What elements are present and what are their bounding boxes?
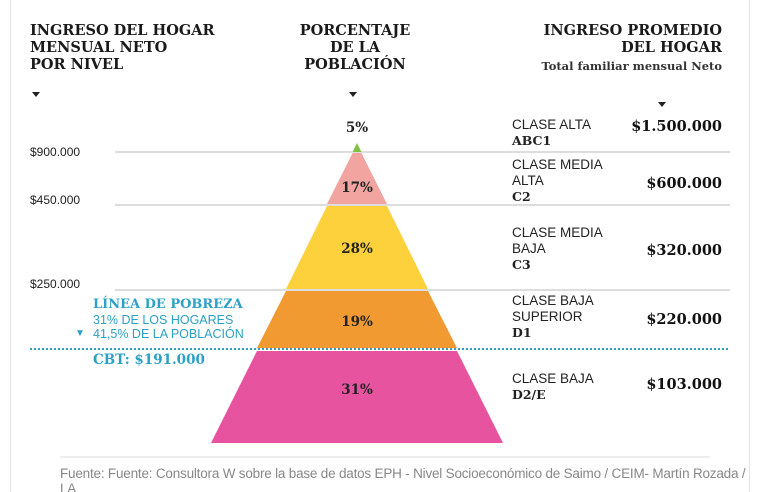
threshold-label: $250.000 (30, 277, 81, 291)
header-left: INGRESO DEL HOGAR MENSUAL NETO POR NIVEL (30, 22, 215, 73)
header-line: INGRESO DEL HOGAR (30, 22, 215, 39)
class-name: CLASE MEDIA (512, 157, 603, 172)
income-value: $600.000 (646, 175, 722, 192)
class-code: C2 (512, 189, 531, 204)
pct-label: 5% (345, 120, 369, 136)
header-subtitle: Total familiar mensual Neto (541, 59, 722, 73)
pyramid-level-d1 (257, 291, 457, 348)
header-line: INGRESO PROMEDIO (543, 22, 722, 39)
class-name: ALTA (512, 173, 544, 188)
class-name: CLASE BAJA (512, 293, 594, 308)
pct-label: 28% (341, 241, 373, 257)
header-line: POR NIVEL (30, 56, 124, 73)
class-code: ABC1 (512, 133, 552, 148)
class-label: CLASE BAJA SUPERIOR D1 (512, 293, 594, 341)
arrow-down-icon: ▼ (75, 328, 85, 339)
class-name: CLASE BAJA (512, 371, 594, 386)
header-center: PORCENTAJE DE LA POBLACIÓN (280, 22, 430, 73)
class-name: CLASE ALTA (512, 117, 592, 132)
pyramid-level-abc1 (352, 143, 362, 152)
poverty-population: 41,5% DE LA POBLACIÓN (93, 327, 244, 341)
source-note: Fuente: Fuente: Consultora W sobre la ba… (60, 466, 746, 492)
frame (10, 0, 750, 492)
header-line: PORCENTAJE (299, 22, 411, 39)
class-code: C3 (512, 257, 531, 272)
income-value: $1.500.000 (631, 118, 722, 135)
pct-label: 31% (341, 382, 373, 398)
threshold-label: $900.000 (30, 145, 81, 159)
pyramid-level-c2 (327, 153, 387, 204)
header-line: DEL HOGAR (621, 39, 722, 56)
class-label: CLASE ALTA ABC1 (512, 117, 591, 149)
class-code: D2/E (512, 387, 546, 402)
class-label: CLASE MEDIA BAJA C3 (512, 225, 603, 273)
poverty-cbt: CBT: $191.000 (93, 352, 205, 368)
poverty-households: 31% DE LOS HOGARES (93, 313, 234, 327)
header-line: POBLACIÓN (304, 56, 406, 73)
class-code: D1 (512, 325, 532, 340)
poverty-title: LÍNEA DE POBREZA (93, 297, 243, 312)
header-line: MENSUAL NETO (30, 39, 168, 56)
income-value: $103.000 (646, 376, 722, 393)
income-value: $320.000 (646, 242, 722, 259)
pyramid-level-c3 (286, 206, 428, 289)
class-name: BAJA (512, 241, 546, 256)
header-line: DE LA (329, 39, 381, 56)
class-label: CLASE BAJA D2/E (512, 371, 594, 403)
pyramid-level-d2e (211, 351, 503, 443)
arrow-down-icon (349, 92, 357, 97)
pct-label: 19% (341, 314, 373, 330)
pct-label: 17% (341, 180, 373, 196)
arrow-down-icon (658, 102, 666, 107)
class-name: SUPERIOR (512, 309, 583, 324)
arrow-down-icon (32, 92, 40, 97)
threshold-label: $450.000 (30, 193, 81, 207)
class-label: CLASE MEDIA ALTA C2 (512, 157, 603, 205)
income-value: $220.000 (646, 311, 722, 328)
class-name: CLASE MEDIA (512, 225, 603, 240)
header-right: INGRESO PROMEDIO DEL HOGAR (544, 22, 722, 56)
